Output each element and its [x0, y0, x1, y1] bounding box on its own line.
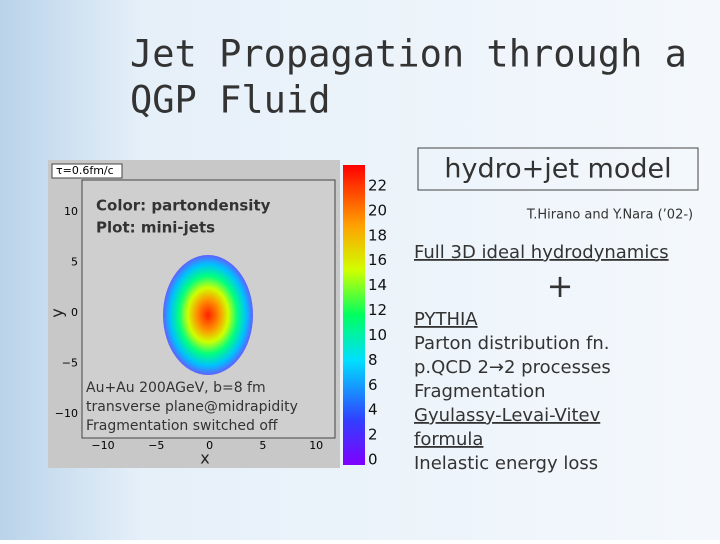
x-tick-label: 0	[206, 439, 213, 452]
y-tick-label: 5	[71, 256, 78, 269]
color-bar-label: 14	[368, 276, 387, 294]
legend: Color: partondensity	[96, 197, 271, 215]
model-line: formula	[414, 429, 483, 450]
color-bar-label: 6	[368, 376, 378, 394]
title-line: Jet Propagation through a	[130, 33, 687, 76]
plot: τ=0.6fm/c Color: partondensity Plot: min…	[48, 160, 365, 468]
y-tick-label: 0	[71, 306, 78, 319]
x-label: x	[200, 449, 209, 468]
color-bar-label: 18	[368, 226, 387, 244]
color-bar-label: 8	[368, 351, 378, 369]
color-bar-label: 12	[368, 301, 387, 319]
credit: T.Hirano and Y.Nara (’02-)	[526, 208, 693, 223]
hydro-text: Full 3D ideal hydrodynamics	[414, 242, 669, 263]
model-line: Fragmentation	[414, 381, 545, 402]
note: Au+Au 200AGeV, b=8 fm	[86, 380, 266, 396]
color-bar-label: 10	[368, 326, 387, 344]
time-box	[51, 163, 123, 179]
color-bar-label: 2	[368, 426, 378, 444]
time-label: τ=0.6fm/c	[56, 164, 114, 177]
title-line: QGP Fluid	[130, 79, 330, 122]
note: Fragmentation switched off	[86, 418, 278, 434]
x-tick-label: 5	[259, 439, 266, 452]
model-line: Gyulassy-Levai-Vitev	[414, 405, 601, 426]
plus: +	[547, 267, 574, 305]
y-label: y	[48, 308, 67, 317]
note: transverse plane@midrapidity	[86, 399, 298, 415]
x-tick-label: −10	[91, 439, 114, 452]
y-tick-label: 10	[64, 205, 78, 218]
legend: Plot: mini-jets	[96, 219, 215, 237]
model-line: Inelastic energy loss	[414, 453, 598, 474]
x-tick-label: −5	[148, 439, 164, 452]
color-bar-label: 20	[368, 201, 387, 219]
y-tick-label: −5	[62, 357, 78, 370]
y-tick-label: −10	[55, 407, 78, 420]
x-tick-label: 10	[309, 439, 323, 452]
color-bar-label: 22	[368, 177, 387, 195]
model-title: hydro+jet model	[444, 154, 671, 185]
color-bar	[343, 165, 365, 465]
color-bar-label: 16	[368, 251, 387, 269]
density-blob	[163, 255, 253, 375]
model-line: p.QCD 2→2 processes	[414, 357, 611, 378]
model-line: PYTHIA	[414, 309, 478, 330]
model-box	[417, 147, 699, 191]
color-bar-label: 4	[368, 401, 378, 419]
model-line: Parton distribution fn.	[414, 333, 609, 354]
color-bar-label: 0	[368, 451, 378, 469]
